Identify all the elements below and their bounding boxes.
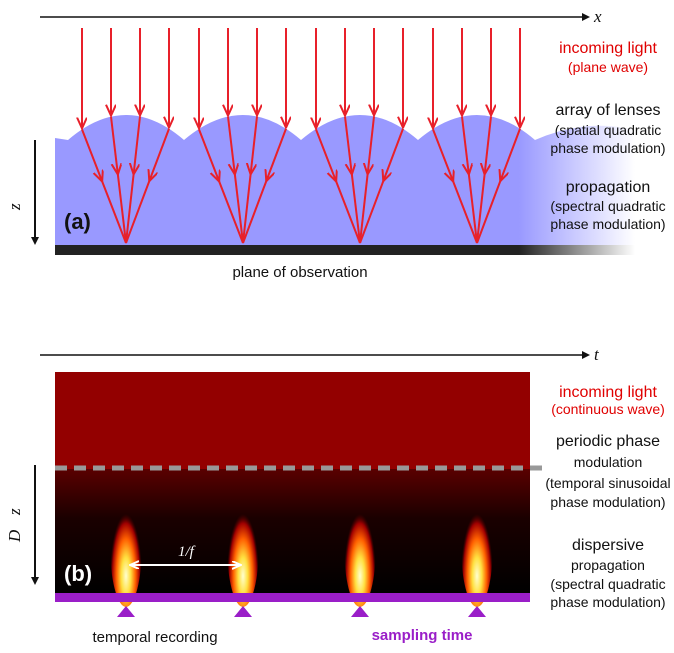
annotation-title: incoming light	[559, 40, 657, 57]
cw-region	[55, 372, 530, 469]
annotation-line: phase modulation)	[550, 216, 665, 232]
annotation-line: phase modulation)	[550, 494, 665, 510]
lens-array	[55, 115, 635, 245]
panel-label: (b)	[64, 561, 92, 586]
panel-label: (a)	[64, 209, 91, 234]
sampling-marker	[468, 606, 486, 617]
sampling-label: sampling time	[372, 627, 473, 644]
diagram: x z (a) plane of observation incoming li…	[0, 0, 674, 653]
period-label: 1/f	[178, 544, 196, 560]
intensity-peak	[461, 483, 493, 607]
annotation-title: propagation	[566, 179, 651, 196]
recording-bar	[55, 593, 530, 602]
intensity-peak	[344, 483, 376, 607]
observation-plane	[55, 245, 635, 255]
sampling-marker	[351, 606, 369, 617]
intensity-peak	[110, 483, 142, 607]
annotation-line: phase modulation)	[550, 140, 665, 156]
x-label: x	[593, 7, 602, 26]
annotation-title: incoming light	[559, 384, 657, 401]
intensity-peak	[227, 483, 259, 607]
annotation-line: (spectral quadratic	[550, 576, 665, 592]
annotation-title: dispersive	[572, 537, 644, 554]
annotation-line: phase modulation)	[550, 594, 665, 610]
annotation-line: (spatial quadratic	[555, 122, 662, 138]
annotation-line: modulation	[574, 454, 643, 470]
annotation-line: (temporal sinusoidal	[545, 475, 670, 491]
observation-label: plane of observation	[232, 264, 367, 281]
t-label: t	[594, 345, 600, 364]
z-label: z	[5, 508, 24, 516]
panel-a: x z (a) plane of observation incoming li…	[5, 7, 666, 281]
d-label: D	[5, 529, 24, 543]
annotation-title: periodic phase	[556, 433, 660, 450]
panel-b: t D z (b) 1/f temporal recording samplin…	[5, 345, 671, 646]
sampling-marker	[117, 606, 135, 617]
annotation-line: (spectral quadratic	[550, 198, 665, 214]
annotation-line: (plane wave)	[568, 59, 648, 75]
annotation-title: array of lenses	[556, 102, 661, 119]
annotation-line: (continuous wave)	[551, 401, 665, 417]
recording-label: temporal recording	[92, 629, 217, 646]
sampling-marker	[234, 606, 252, 617]
annotation-line: propagation	[571, 557, 645, 573]
z-label: z	[5, 203, 24, 211]
